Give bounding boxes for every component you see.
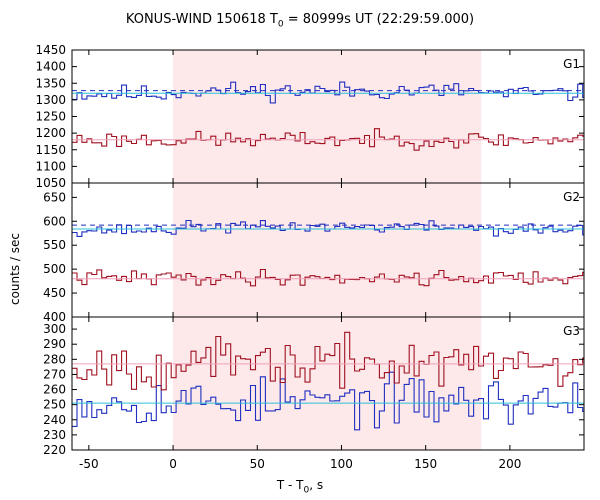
y-tick-label: 550 [43,238,66,252]
y-tick-label: 1400 [35,60,66,74]
y-tick-label: 1300 [35,93,66,107]
y-tick-label: 220 [43,443,66,457]
y-tick-label: 500 [43,262,66,276]
y-tick-label: 1100 [35,159,66,173]
panel-label: G2 [563,190,580,204]
x-tick-label: 200 [498,457,521,471]
panel-G1-series-2 [72,128,584,151]
y-tick-label: 270 [43,367,66,381]
y-tick-label: 1350 [35,76,66,90]
y-tick-label: 250 [43,398,66,412]
y-tick-label: 650 [43,190,66,204]
chart-title: KONUS-WIND 150618 T0 = 80999s UT (22:29:… [125,12,475,30]
highlight-interval [173,50,482,450]
y-tick-label: 1200 [35,126,66,140]
panel-label: G3 [563,324,580,338]
panel-G1-series-1 [72,81,584,104]
y-tick-label: 260 [43,383,66,397]
y-tick-label: 280 [43,352,66,366]
x-tick-label: 150 [414,457,437,471]
panel-G3-series-2 [72,331,584,391]
y-tick-label: 1250 [35,110,66,124]
x-tick-label: -50 [79,457,99,471]
panel-label: G1 [563,57,580,71]
x-tick-label: 100 [330,457,353,471]
y-tick-label: 290 [43,337,66,351]
x-tick-label: 0 [169,457,177,471]
y-tick-label: 1450 [35,43,66,57]
panel-G3-series-1 [72,371,584,431]
y-tick-label: 300 [43,322,66,336]
y-tick-label: 600 [43,214,66,228]
x-tick-label: 50 [250,457,265,471]
x-axis-label: T - T0, s [276,478,324,496]
y-tick-label: 230 [43,428,66,442]
y-tick-label: 450 [43,286,66,300]
y-tick-label: 240 [43,413,66,427]
y-tick-label: 1150 [35,143,66,157]
panel-G3-frame [71,316,585,451]
y-tick-label: 1050 [35,176,66,190]
y-tick-label: 400 [43,310,66,324]
